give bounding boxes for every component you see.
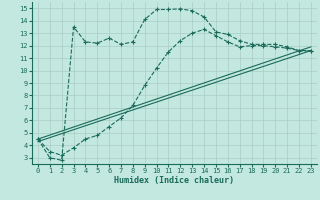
X-axis label: Humidex (Indice chaleur): Humidex (Indice chaleur) xyxy=(115,176,234,185)
